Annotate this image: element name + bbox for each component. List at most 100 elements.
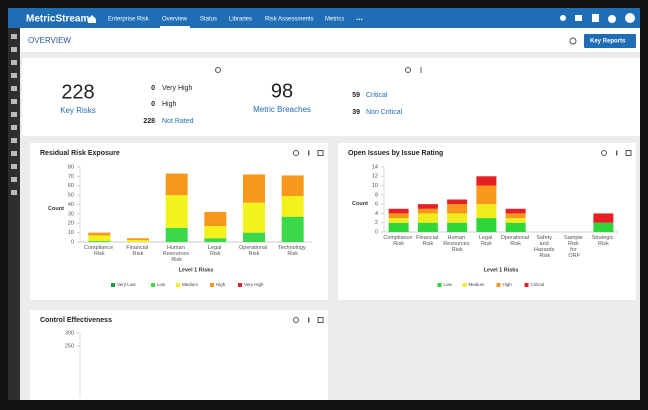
nav-tab[interactable]: Status xyxy=(200,17,217,23)
help-icon[interactable] xyxy=(293,150,299,156)
brand: MetricStream xyxy=(26,14,89,25)
x-tick-label: Strategic Risk xyxy=(592,235,615,247)
nav-more[interactable]: ... xyxy=(356,13,363,22)
bar-segment xyxy=(88,232,111,236)
bar-segment xyxy=(447,213,468,223)
x-tick-label: Financial Risk xyxy=(126,245,150,257)
x-tick-label: Financial Risk xyxy=(416,235,440,247)
bar-segment xyxy=(417,204,438,209)
kpi-item: Very High xyxy=(162,85,192,92)
key-reports-button[interactable] xyxy=(584,34,636,48)
x-tick-label: Operational Risk xyxy=(239,245,269,257)
legend-swatch xyxy=(238,283,242,287)
bar-segment xyxy=(476,218,497,232)
legend-swatch xyxy=(210,283,214,287)
nav-tab[interactable]: Risk Assessments xyxy=(265,17,314,23)
help-icon[interactable] xyxy=(569,37,577,45)
legend-swatch xyxy=(151,283,155,287)
expand-icon[interactable] xyxy=(625,150,632,156)
help-icon[interactable] xyxy=(293,317,299,323)
y-tick-label: 4 xyxy=(375,211,378,217)
nav-tab[interactable]: Metrics xyxy=(325,17,344,23)
kebab-icon[interactable] xyxy=(308,317,310,323)
bar-segment xyxy=(204,226,227,239)
y-tick-label: 10 xyxy=(68,230,74,236)
kpi-count: 59 xyxy=(352,92,360,99)
bar-segment xyxy=(165,195,188,228)
active-tab-underline xyxy=(160,26,190,28)
y-tick-label: 70 xyxy=(68,174,74,180)
kpi-card xyxy=(22,58,640,136)
y-tick-label: 6 xyxy=(375,202,378,208)
bar-segment xyxy=(165,227,188,242)
y-tick-label: 80 xyxy=(68,164,74,170)
x-tick-label: Technology Risk xyxy=(278,245,307,257)
y-tick-label: 60 xyxy=(68,183,74,189)
y-tick-label: 250 xyxy=(65,343,74,349)
kpi-item[interactable]: Non Critical xyxy=(366,109,403,116)
kpi-item[interactable]: Critical xyxy=(366,92,388,99)
y-tick-label: 0 xyxy=(375,229,378,235)
kebab-icon[interactable] xyxy=(420,67,422,73)
chart-title: Residual Risk Exposure xyxy=(40,150,120,157)
x-axis-label: Level 1 Risks xyxy=(179,267,214,273)
x-tick-label: Sample Risk for ORF xyxy=(564,235,584,259)
nav-icons[interactable] xyxy=(560,13,635,23)
sidebar-icons xyxy=(11,34,17,195)
legend-label: Low xyxy=(157,282,166,287)
y-tick-label: 12 xyxy=(372,174,378,180)
home-icon[interactable] xyxy=(88,15,96,23)
y-tick-label: 20 xyxy=(68,221,74,227)
expand-icon[interactable] xyxy=(317,317,324,323)
bar-segment xyxy=(127,240,149,242)
kebab-icon[interactable] xyxy=(616,150,618,156)
help-icon[interactable] xyxy=(601,150,607,156)
bar-segment xyxy=(593,222,614,232)
kpi-count: 0 xyxy=(151,85,155,92)
help-icon[interactable] xyxy=(215,67,221,73)
bar-segment xyxy=(127,238,149,241)
legend-swatch xyxy=(176,283,180,287)
x-tick-label: Safety and Hazards Risk xyxy=(534,235,556,259)
y-tick-label: 14 xyxy=(372,164,378,170)
bar-segment xyxy=(476,185,497,205)
y-axis-label: Count xyxy=(48,206,64,212)
y-tick-label: 300 xyxy=(65,330,74,336)
legend-swatch xyxy=(462,283,467,287)
x-tick-label: Legal Risk xyxy=(208,245,223,257)
sidebar xyxy=(8,28,20,400)
nav-bar xyxy=(8,8,640,28)
bar-segment xyxy=(243,202,265,233)
kpi-label[interactable]: Metric Breaches xyxy=(253,105,311,114)
bar-segment xyxy=(593,213,614,223)
bar-segment xyxy=(243,174,265,203)
x-tick-label: Legal Risk xyxy=(479,235,494,247)
help-icon[interactable] xyxy=(405,67,411,73)
bar-segment xyxy=(88,241,111,242)
bar-segment xyxy=(204,238,227,242)
kpi-label[interactable]: Key Risks xyxy=(60,106,96,115)
button-label[interactable]: Key Reports xyxy=(590,39,626,45)
kpi-item: High xyxy=(162,101,177,108)
legend-swatch xyxy=(437,283,442,287)
kpi-count: 0 xyxy=(151,101,155,108)
bar-segment xyxy=(388,222,409,232)
legend-label: Critical xyxy=(531,282,545,287)
legend-label: Medium xyxy=(182,282,198,287)
expand-icon[interactable] xyxy=(317,150,324,156)
x-tick-label: Compliance Risk xyxy=(84,245,115,257)
legend-label: Low xyxy=(444,282,453,287)
nav-tab[interactable]: Libraries xyxy=(229,17,252,23)
bar-segment xyxy=(281,175,304,197)
bar-segment xyxy=(281,196,304,217)
bar-segment xyxy=(505,222,526,232)
y-axis-label: Count xyxy=(352,201,368,207)
nav-tab[interactable]: Overview xyxy=(162,17,188,23)
bar-segment xyxy=(505,213,526,219)
bar-segment xyxy=(417,213,438,223)
kpi-item[interactable]: Not Rated xyxy=(162,118,194,125)
kebab-icon[interactable] xyxy=(308,150,310,156)
y-tick-label: 0 xyxy=(71,239,74,245)
breadcrumb[interactable]: Enterprise Risk xyxy=(108,17,150,23)
